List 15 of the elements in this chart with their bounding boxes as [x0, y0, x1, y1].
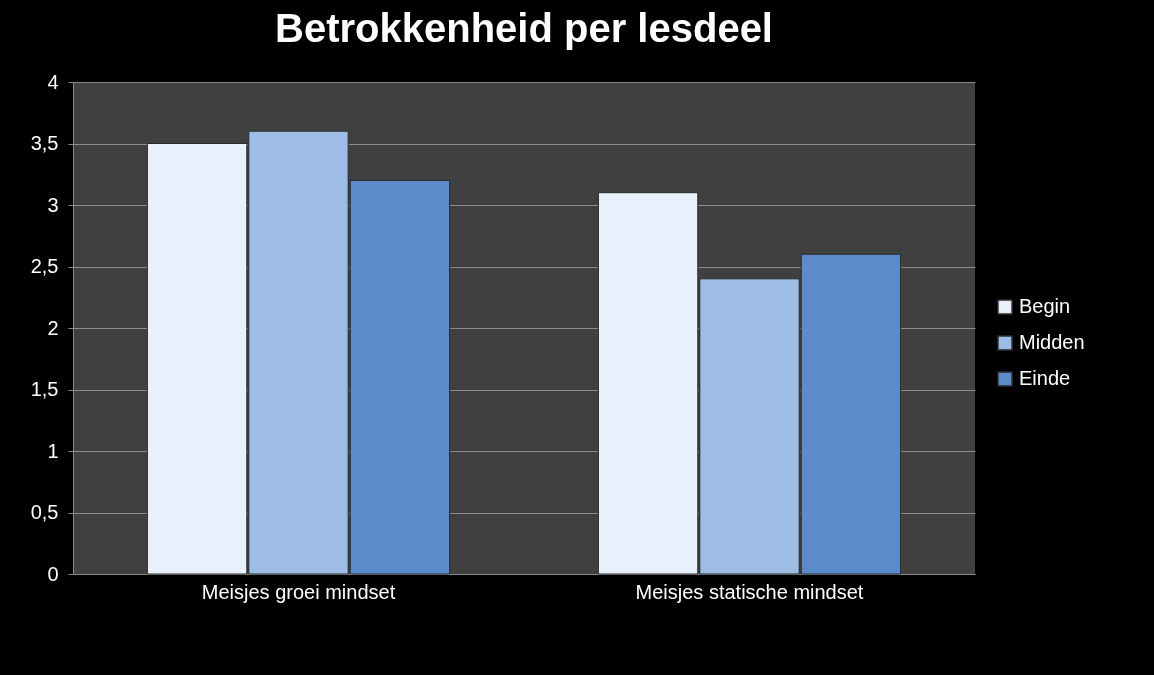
y-tick-label: 1: [47, 439, 59, 462]
y-tick-label: 2,5: [30, 255, 59, 277]
legend-label: Midden: [1019, 331, 1085, 353]
y-tick-label: 3: [47, 193, 59, 216]
y-tick-label: 3,5: [30, 132, 59, 154]
x-tick-label: Meisjes statische mindset: [635, 580, 864, 603]
y-tick-label: 1,5: [30, 378, 59, 400]
y-tick-label: 0,5: [30, 501, 59, 523]
y-tick-label: 4: [47, 70, 59, 93]
x-tick-label: Meisjes groei mindset: [201, 580, 396, 603]
y-tick-label: 2: [47, 316, 59, 339]
chart-title: Betrokkenheid per lesdeel: [275, 6, 773, 50]
y-tick-label: 0: [47, 562, 59, 585]
legend-label: Einde: [1019, 367, 1071, 389]
legend-label: Begin: [1019, 295, 1071, 317]
